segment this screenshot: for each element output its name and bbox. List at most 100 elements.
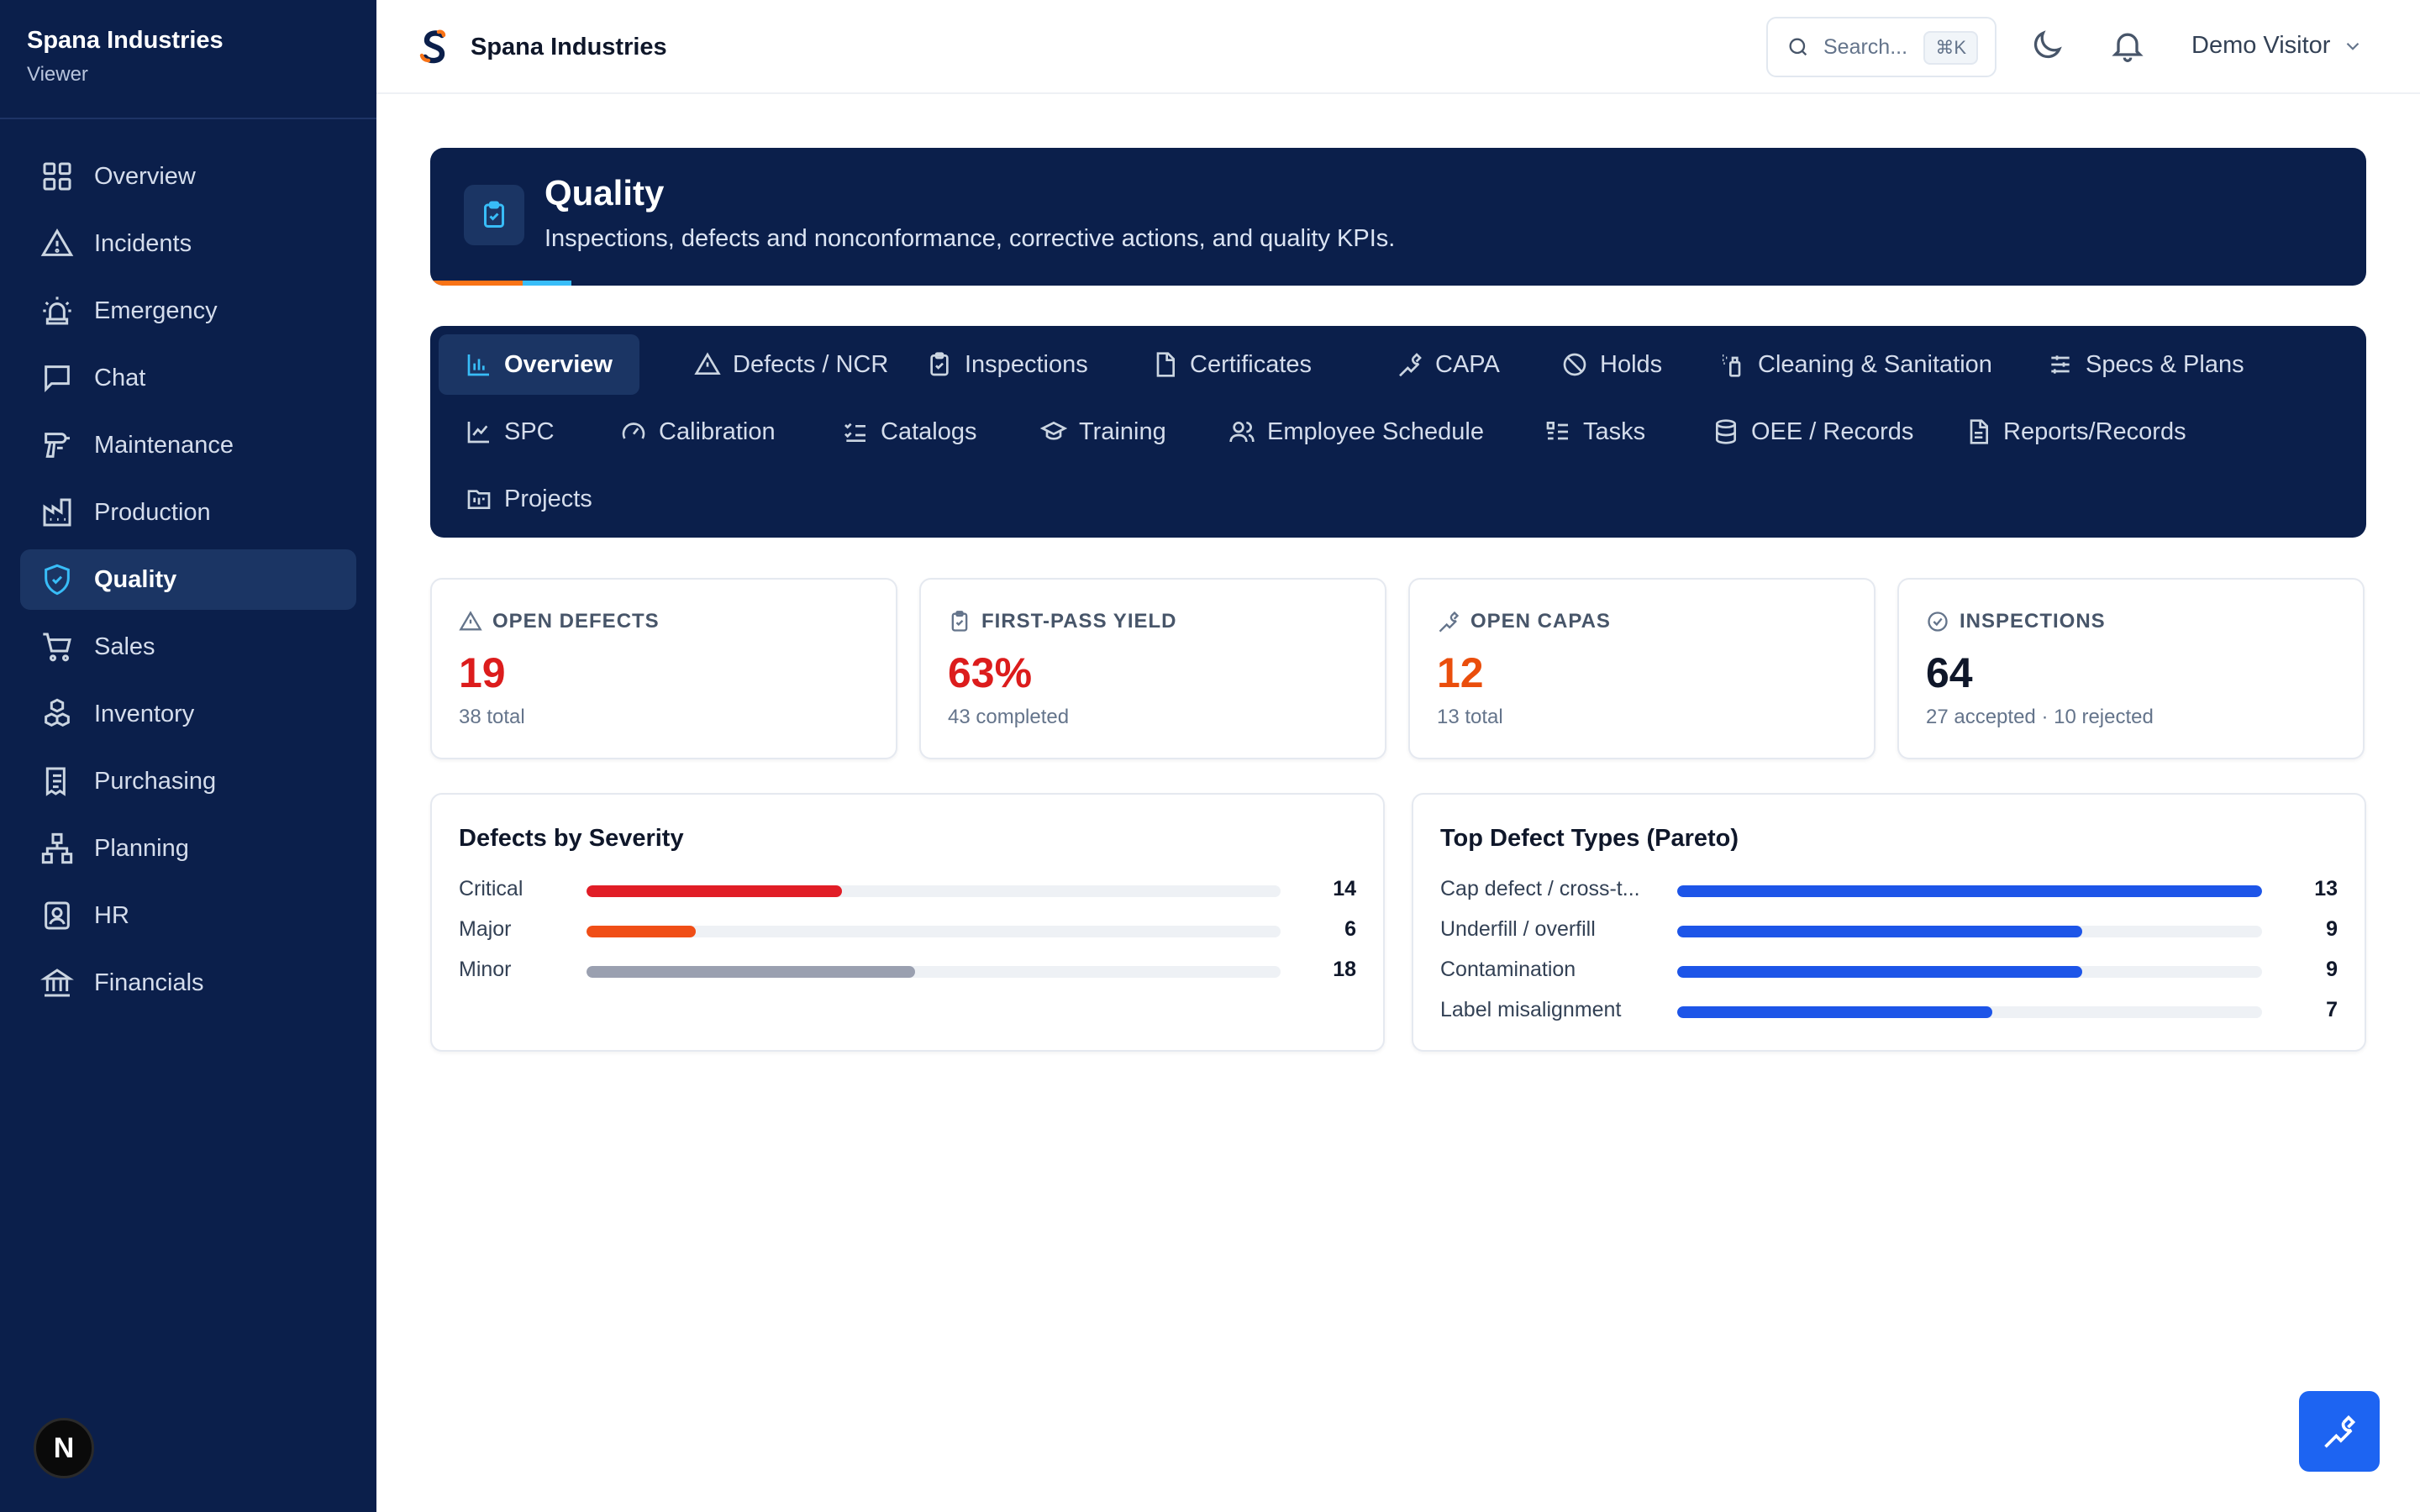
sidebar-item-label: Purchasing	[94, 767, 217, 795]
sidebar-item-label: Inventory	[94, 700, 195, 727]
tab-overview[interactable]: Overview	[439, 334, 639, 395]
sidebar-item-incidents[interactable]: Incidents	[20, 213, 356, 274]
sidebar-item-label: Sales	[94, 633, 155, 660]
receipt-icon	[45, 767, 66, 796]
tab-label: Tasks	[1583, 417, 1646, 445]
factory-icon	[43, 498, 71, 527]
tab-tasks[interactable]: Tasks	[1518, 402, 1672, 462]
bar	[1677, 885, 2262, 897]
chart-title: Top Defect Types (Pareto)	[1440, 825, 1739, 852]
graduation-cap-icon	[1040, 421, 1067, 440]
bank-icon	[40, 969, 74, 997]
sidebar-user-role: Viewer	[27, 63, 88, 86]
sidebar-nav: Overview Incidents Emergency Chat Mainte…	[0, 119, 376, 1013]
tab-label: Training	[1079, 417, 1166, 445]
tab-projects[interactable]: Projects	[439, 469, 619, 529]
bar-label: Contamination	[1440, 958, 1576, 981]
page-title: Quality	[544, 173, 665, 213]
bell-icon[interactable]	[2109, 27, 2146, 64]
network-icon	[41, 832, 73, 864]
tab-spc[interactable]: SPC	[439, 402, 581, 462]
tab-label: Employee Schedule	[1267, 417, 1484, 445]
chart-defects-by-severity: Defects by Severity Critical 14 Major 6 Mino…	[430, 793, 1385, 1052]
sidebar-item-inventory[interactable]: Inventory	[20, 684, 356, 744]
company-logo	[419, 29, 446, 64]
ban-icon	[1563, 353, 1586, 376]
kpi-first-pass-yield: FIRST-PASS YIELD 63% 43 completed	[919, 578, 1386, 759]
top-header: Spana Industries Search... ⌘K Demo Visit…	[376, 0, 2420, 94]
sidebar-item-planning[interactable]: Planning	[20, 818, 356, 879]
tab-specs-plans[interactable]: Specs & Plans	[2020, 334, 2271, 395]
bar	[1677, 1006, 1992, 1018]
folder-kanban-icon	[467, 490, 491, 509]
badge-icon	[45, 901, 70, 930]
tools-fab-button[interactable]	[2299, 1391, 2380, 1472]
tab-defects-ncr[interactable]: Defects / NCR	[667, 334, 915, 395]
dev-badge[interactable]: N	[34, 1418, 94, 1478]
sidebar-brand-name: Spana Industries	[27, 27, 224, 54]
list-todo-icon	[1546, 422, 1568, 440]
tab-holds[interactable]: Holds	[1534, 334, 1689, 395]
sidebar-item-purchasing[interactable]: Purchasing	[20, 751, 356, 811]
sidebar-item-quality[interactable]: Quality	[20, 549, 356, 610]
tab-label: Cleaning & Sanitation	[1758, 350, 1992, 378]
chat-icon	[45, 365, 70, 392]
tab-employee-schedule[interactable]: Employee Schedule	[1202, 402, 1511, 462]
tab-cleaning-sanitation[interactable]: Cleaning & Sanitation	[1692, 334, 2019, 395]
kpi-label-row: OPEN DEFECTS	[459, 610, 660, 633]
bar-track	[587, 926, 1281, 937]
tab-certificates[interactable]: Certificates	[1124, 334, 1339, 395]
chart-row: Minor 18	[459, 954, 1356, 988]
tab-label: Inspections	[965, 350, 1088, 378]
sidebar-item-label: Financials	[94, 969, 204, 996]
chart-row: Cap defect / cross-t... 13	[1440, 874, 2338, 907]
moon-icon[interactable]	[2028, 27, 2065, 64]
sidebar-item-chat[interactable]: Chat	[20, 348, 356, 408]
bar	[587, 885, 843, 897]
accent-bar-blue	[523, 281, 571, 286]
grid-icon	[43, 162, 71, 191]
tab-calibration[interactable]: Calibration	[593, 402, 802, 462]
tab-oee-records[interactable]: OEE / Records	[1686, 402, 1940, 462]
wrench-icon	[2324, 1415, 2356, 1448]
list-checks-icon	[844, 423, 865, 442]
sidebar-item-label: Chat	[94, 364, 146, 391]
bar-chart-icon	[467, 354, 489, 376]
sidebar-item-maintenance[interactable]: Maintenance	[20, 415, 356, 475]
bar-label: Cap defect / cross-t...	[1440, 877, 1640, 900]
warning-icon	[40, 228, 74, 256]
sidebar-item-label: HR	[94, 901, 129, 929]
tab-label: SPC	[504, 417, 555, 445]
bar-label: Minor	[459, 958, 512, 981]
tab-inspections[interactable]: Inspections	[899, 334, 1115, 395]
tab-label: Calibration	[659, 417, 776, 445]
sidebar-item-sales[interactable]: Sales	[20, 617, 356, 677]
sidebar: Spana Industries Viewer Overview Inciden…	[0, 0, 376, 1512]
bar-value: 6	[1344, 917, 1356, 941]
kpi-value: 64	[1926, 649, 1973, 696]
tab-training[interactable]: Training	[1013, 402, 1193, 462]
tab-capa[interactable]: CAPA	[1370, 334, 1527, 395]
tab-catalogs[interactable]: Catalogs	[815, 402, 1003, 462]
bar-track	[587, 885, 1281, 897]
sidebar-item-production[interactable]: Production	[20, 482, 356, 543]
search-icon	[1789, 38, 1807, 56]
hero-icon-box	[464, 185, 524, 245]
sidebar-item-label: Production	[94, 498, 211, 526]
user-menu[interactable]: Demo Visitor	[2191, 32, 2364, 60]
wrench-icon	[1439, 611, 1460, 633]
search-input[interactable]: Search... ⌘K	[1766, 17, 1996, 77]
bar-value: 7	[2326, 998, 2338, 1021]
sidebar-item-emergency[interactable]: Emergency	[20, 281, 356, 341]
kpi-label-row: FIRST-PASS YIELD	[948, 610, 1176, 633]
tab-reports-records[interactable]: Reports/Records	[1938, 402, 2213, 462]
bar	[587, 966, 916, 978]
page-hero: Quality Inspections, defects and nonconf…	[430, 148, 2366, 286]
bar-track	[1677, 885, 2262, 897]
kpi-subtext: 27 accepted · 10 rejected	[1926, 706, 2154, 728]
sidebar-item-hr[interactable]: HR	[20, 885, 356, 946]
file-icon	[1156, 352, 1175, 377]
kpi-value: 63%	[948, 649, 1033, 696]
sidebar-item-overview[interactable]: Overview	[20, 146, 356, 207]
sidebar-item-financials[interactable]: Financials	[20, 953, 356, 1013]
